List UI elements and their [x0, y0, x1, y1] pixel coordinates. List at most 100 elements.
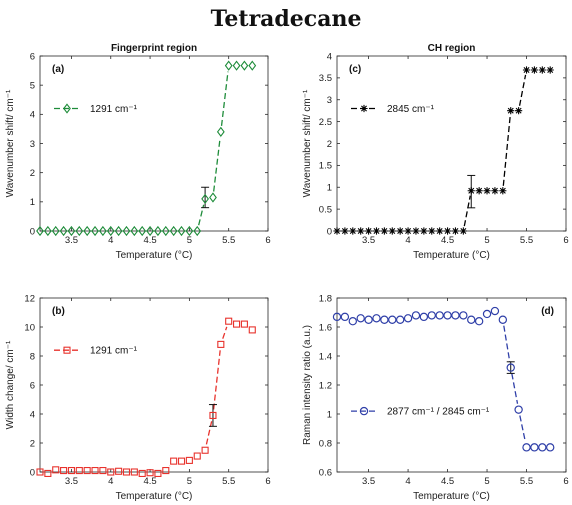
legend-marker: [63, 103, 71, 114]
x-tick-label: 4: [405, 235, 410, 246]
data-point: [467, 315, 476, 324]
data-point: [364, 315, 373, 324]
data-point: [475, 187, 483, 195]
data-point: [388, 227, 396, 235]
data-point: [451, 311, 460, 320]
data-point: [138, 469, 146, 478]
x-tick-label: 5: [484, 476, 489, 487]
y-tick-label: 0: [327, 226, 332, 237]
data-point: [333, 227, 341, 235]
figure-title: Tetradecane: [210, 6, 362, 32]
data-point: [75, 225, 84, 237]
data-point: [459, 227, 467, 235]
series-line-segment: [212, 350, 221, 410]
data-point: [130, 468, 138, 476]
data-point: [436, 227, 444, 235]
data-point: [67, 466, 75, 475]
y-tick-label: 1.6: [319, 322, 332, 333]
data-point: [146, 225, 154, 237]
data-point: [233, 320, 241, 328]
data-point: [372, 227, 381, 235]
y-tick-label: 6: [30, 51, 35, 62]
panel-title: Fingerprint region: [111, 43, 197, 54]
data-point: [522, 66, 531, 74]
data-point: [412, 227, 420, 235]
data-point: [395, 315, 405, 324]
data-point: [91, 466, 99, 475]
panel-title: CH region: [428, 43, 476, 54]
data-point: [36, 468, 44, 476]
data-point: [482, 309, 492, 319]
x-tick-label: 5.5: [520, 476, 533, 487]
y-tick-label: 8: [30, 351, 35, 362]
data-point: [403, 314, 413, 323]
legend-label: 2877 cm⁻¹ / 2845 cm⁻¹: [387, 407, 490, 418]
data-point: [75, 466, 83, 475]
y-tick-label: 0: [30, 226, 35, 237]
data-point: [44, 469, 52, 478]
data-point: [538, 443, 547, 452]
data-point: [530, 66, 539, 74]
x-tick-label: 4: [108, 476, 113, 487]
data-point: [43, 225, 52, 237]
series-line-segment: [205, 421, 213, 445]
data-point: [443, 311, 452, 320]
data-point: [209, 192, 217, 203]
plot-frame: [336, 55, 567, 232]
data-point: [138, 225, 147, 237]
series-line-segment: [511, 373, 519, 404]
legend-marker: [63, 346, 71, 354]
plot-frame: [336, 297, 567, 473]
chart-panel-d: 3.5 4 4.5 5 5.5 6 0.6 0.8 1 1.2 1.4 1.6 1.8 Temperatu…: [302, 293, 569, 502]
data-point: [349, 227, 357, 235]
data-point: [162, 466, 170, 475]
data-point: [514, 405, 523, 414]
data-point: [357, 227, 365, 235]
series-line-segment: [222, 326, 228, 339]
data-point: [99, 225, 107, 237]
y-tick-label: 4: [30, 110, 35, 121]
data-point: [224, 60, 233, 71]
x-tick-label: 3.5: [362, 235, 375, 246]
x-axis-label: Temperature (°C): [413, 250, 490, 261]
data-point: [240, 60, 249, 71]
data-point: [467, 187, 475, 195]
data-point: [522, 443, 531, 452]
x-tick-label: 3.5: [362, 476, 375, 487]
x-tick-label: 6: [563, 235, 568, 246]
data-point: [332, 312, 342, 322]
legend-label: 2845 cm⁻¹: [387, 104, 435, 115]
panel-label: (d): [541, 306, 554, 317]
y-tick-label: 5: [30, 80, 35, 91]
x-tick-label: 5.5: [222, 235, 235, 246]
data-point: [177, 225, 186, 237]
series-line-segment: [463, 195, 471, 227]
legend-marker: [359, 406, 369, 416]
data-point: [177, 457, 186, 465]
data-point: [490, 306, 500, 316]
y-tick-label: 4: [30, 409, 35, 420]
y-tick-label: 1.4: [319, 351, 332, 362]
legend-label: 1291 cm⁻¹: [90, 346, 138, 357]
legend-marker: [360, 104, 368, 113]
legend-label: 1291 cm⁻¹: [90, 104, 138, 115]
data-point: [499, 187, 507, 195]
x-axis-label: Temperature (°C): [116, 491, 193, 502]
data-point: [372, 314, 381, 323]
data-point: [114, 225, 123, 237]
data-point: [451, 227, 460, 235]
y-tick-label: 0.6: [319, 467, 332, 478]
panel-label: (a): [52, 64, 64, 75]
data-point: [248, 60, 257, 71]
y-tick-label: 2.5: [319, 117, 332, 128]
data-point: [225, 317, 233, 325]
data-point: [348, 317, 357, 326]
x-tick-label: 6: [563, 476, 568, 487]
x-tick-label: 3.5: [65, 476, 78, 487]
data-point: [169, 225, 178, 237]
series-line-segment: [198, 204, 205, 226]
data-point: [170, 457, 178, 465]
data-point: [201, 193, 209, 205]
panel-label: (c): [349, 64, 361, 75]
x-tick-label: 6: [265, 235, 270, 246]
